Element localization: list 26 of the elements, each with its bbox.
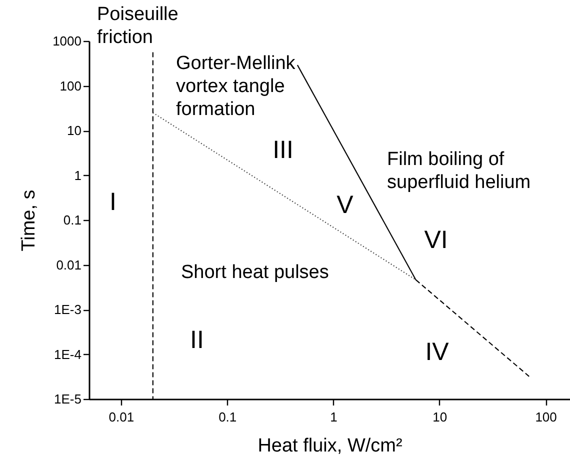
y-tick-label: 1 — [74, 168, 82, 183]
x-axis-title: Heat fluix, W/cm² — [258, 436, 402, 456]
y-tick-label: 0.1 — [63, 212, 82, 228]
y-tick-label: 1000 — [52, 34, 82, 48]
annotation: Gorter-Mellink vortex tangle formation — [176, 53, 296, 120]
y-tick-label: 100 — [60, 78, 82, 94]
y-tick-label: 1E-4 — [54, 346, 82, 362]
y-tick-label: 1E-3 — [54, 302, 82, 317]
annotation: Poiseuille friction — [97, 4, 178, 48]
x-tick-label: 0.01 — [108, 410, 134, 424]
x-tick-label: 10 — [432, 410, 448, 424]
y-tick-label: 10 — [67, 123, 82, 138]
x-tick-label: 1 — [330, 410, 338, 424]
annotation: III — [272, 136, 294, 164]
annotation: IV — [425, 338, 450, 366]
annotation: Film boiling of superfluid helium — [387, 149, 531, 193]
annotation: I — [110, 188, 116, 216]
y-tick-label: 0.01 — [56, 257, 82, 272]
annotation: V — [336, 191, 354, 219]
annotation: II — [190, 326, 204, 354]
annotation: Short heat pulses — [181, 262, 329, 283]
y-axis-title: Time, s — [18, 190, 40, 252]
x-tick-label: 0.1 — [218, 410, 237, 424]
annotation: VI — [424, 226, 448, 254]
y-tick-label: 1E-5 — [54, 392, 82, 406]
x-tick-label: 100 — [535, 410, 557, 424]
